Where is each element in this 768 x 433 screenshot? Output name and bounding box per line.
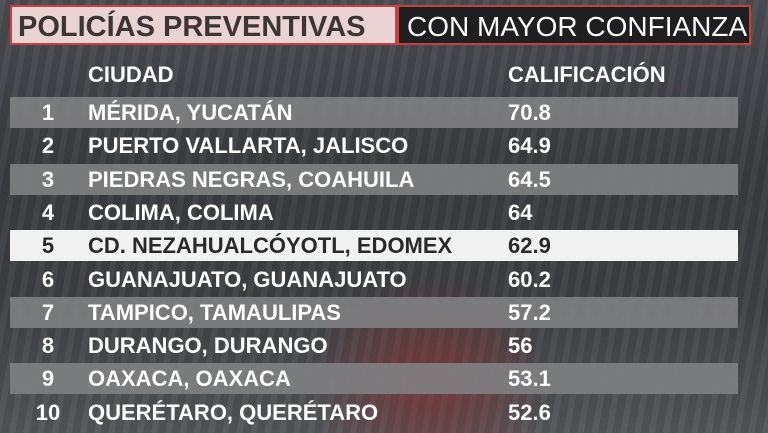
- rank: 9: [41, 366, 55, 392]
- rank: 10: [35, 399, 61, 425]
- city: DURANGO, DURANGO: [88, 333, 328, 359]
- score: 64.5: [508, 166, 551, 192]
- row-band: [10, 363, 738, 395]
- header-city: CIUDAD: [88, 62, 174, 87]
- rank: 2: [41, 133, 55, 159]
- city: PUERTO VALLARTA, JALISCO: [88, 133, 409, 159]
- city: COLIMA, COLIMA: [88, 199, 274, 225]
- rank: 7: [41, 299, 55, 325]
- rank: 5: [41, 233, 55, 259]
- score: 53.1: [508, 366, 551, 392]
- city: QUERÉTARO, QUERÉTARO: [88, 399, 379, 425]
- rank: 3: [41, 166, 55, 192]
- row-band: [10, 296, 738, 328]
- score: 70.8: [508, 100, 551, 125]
- score: 56: [508, 333, 533, 359]
- score: 62.9: [508, 233, 551, 259]
- row-band: [10, 163, 738, 195]
- city: MÉRIDA, YUCATÁN: [88, 100, 293, 125]
- title-right: CON MAYOR CONFIANZA: [397, 5, 751, 45]
- title-left: POLICÍAS PREVENTIVAS: [10, 5, 397, 45]
- city: CD. NEZAHUALCÓYOTL, EDOMEX: [88, 233, 453, 259]
- header-score: CALIFICACIÓN: [508, 62, 666, 87]
- score: 60.2: [508, 266, 551, 292]
- city: OAXACA, OAXACA: [88, 366, 291, 392]
- city: GUANAJUATO, GUANAJUATO: [88, 266, 407, 292]
- row-band: [10, 97, 738, 128]
- rank: 6: [41, 266, 55, 292]
- city: PIEDRAS NEGRAS, COAHUILA: [88, 166, 415, 192]
- score: 57.2: [508, 299, 551, 325]
- rank: 8: [41, 333, 55, 359]
- city: TAMPICO, TAMAULIPAS: [88, 299, 341, 325]
- row-band: [10, 230, 738, 262]
- rank: 1: [41, 100, 55, 125]
- score: 64.9: [508, 133, 551, 159]
- rank: 4: [41, 199, 55, 225]
- score: 52.6: [508, 399, 551, 425]
- score: 64: [508, 199, 533, 225]
